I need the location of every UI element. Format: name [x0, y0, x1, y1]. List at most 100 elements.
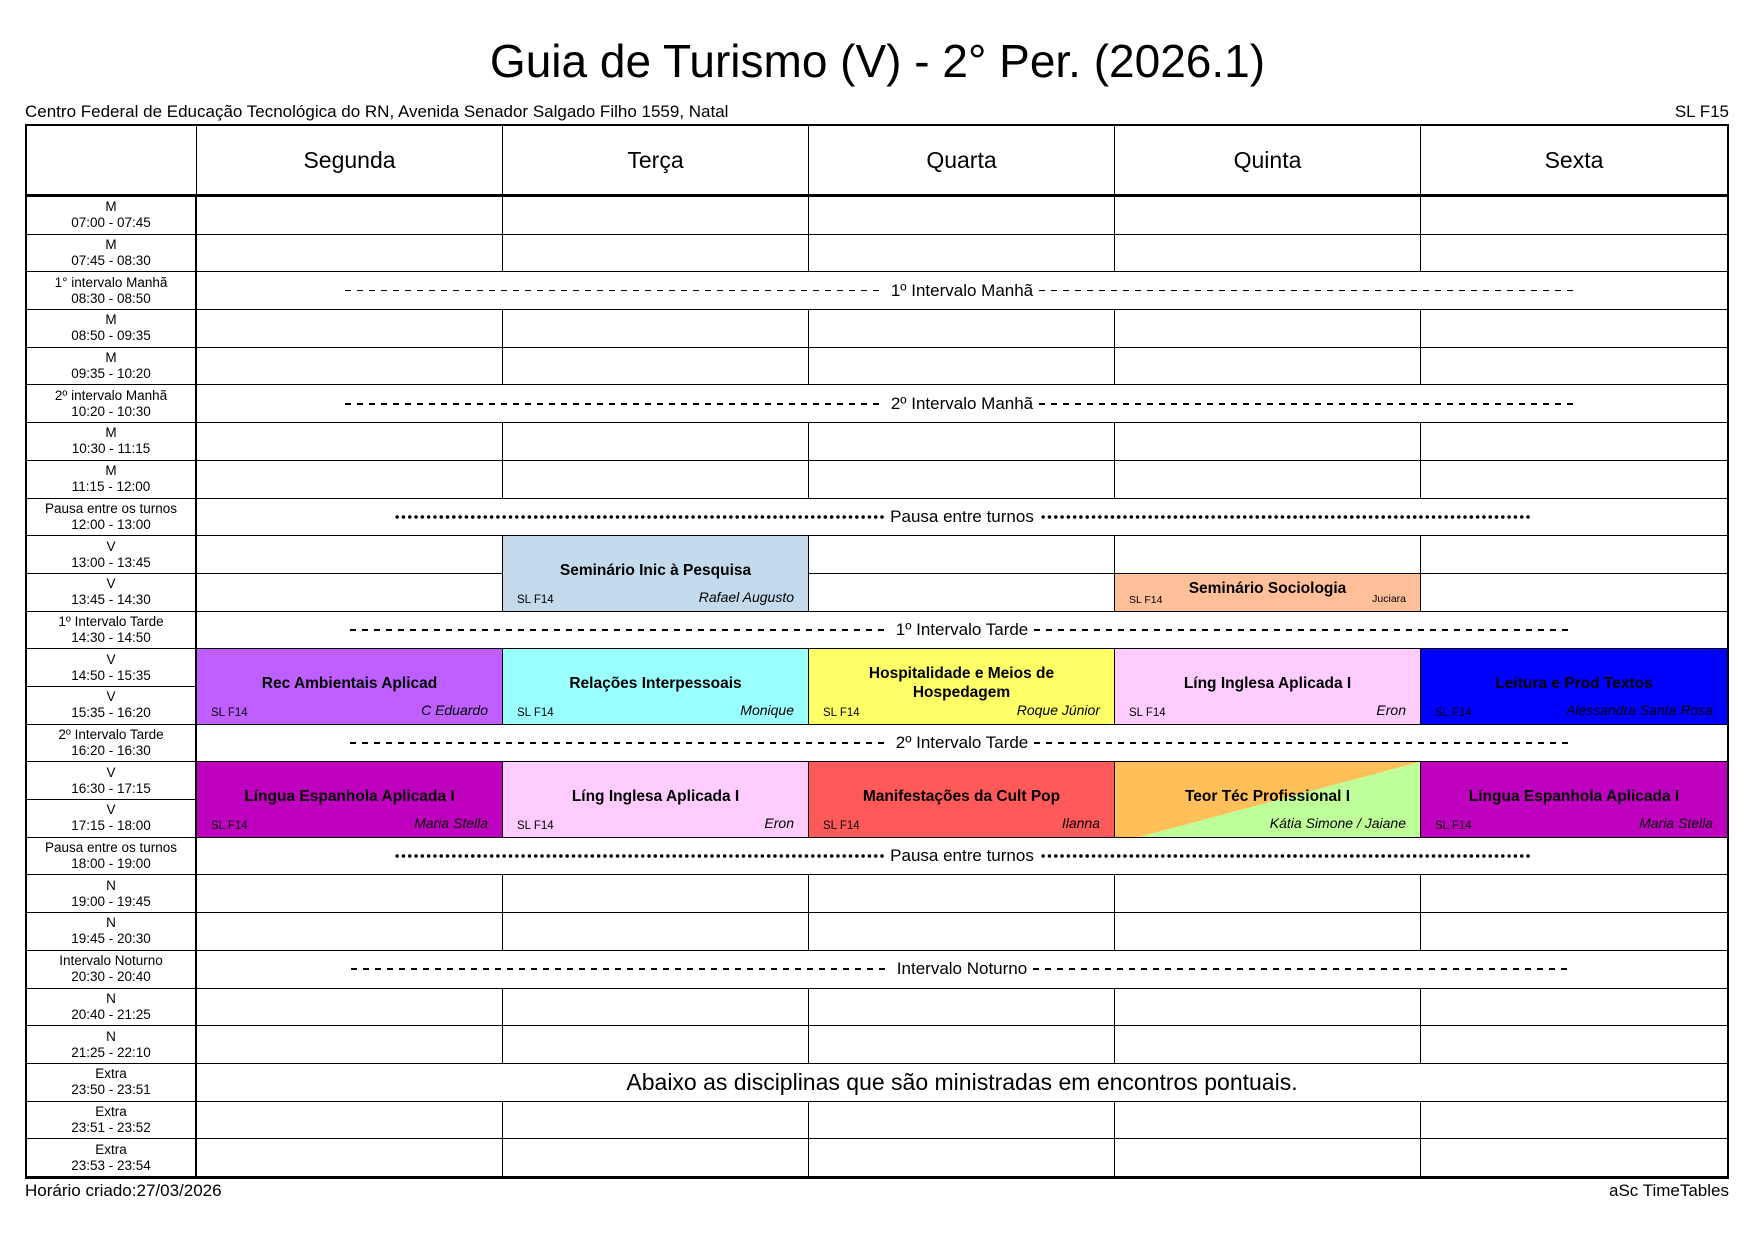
empty-slot[interactable]: [809, 197, 1115, 235]
lesson-card[interactable]: Leitura e Prod Textos SL F14 Alessandra Sa…: [1421, 649, 1727, 725]
break-line: [1034, 629, 1575, 631]
empty-slot[interactable]: [1421, 1139, 1727, 1177]
period-time: 08:30 - 08:50: [71, 290, 151, 306]
empty-slot[interactable]: [1421, 1026, 1727, 1064]
empty-slot[interactable]: [503, 1026, 809, 1064]
lesson-card[interactable]: Seminário Sociologia SL F14 Juciara: [1115, 573, 1421, 612]
lesson-room: SL F14: [1435, 706, 1472, 719]
empty-slot[interactable]: [197, 913, 503, 951]
empty-slot[interactable]: [1421, 574, 1727, 612]
period-time: 14:50 - 15:35: [71, 667, 151, 683]
empty-slot[interactable]: [197, 1026, 503, 1064]
break-label: Pausa entre turnos: [890, 846, 1034, 866]
empty-slot[interactable]: [809, 536, 1115, 574]
lesson-card[interactable]: Relações Interpessoais SL F14 Monique: [503, 649, 809, 725]
empty-slot[interactable]: [197, 536, 503, 574]
empty-slot[interactable]: [809, 573, 1115, 612]
empty-slot[interactable]: [809, 913, 1115, 951]
empty-slot[interactable]: [197, 1101, 503, 1140]
lesson-card[interactable]: Manifestações da Cult Pop SL F14 Ilanna: [809, 762, 1115, 838]
lesson-card[interactable]: Seminário Inic à Pesquisa SL F14 Rafael Au…: [503, 536, 809, 612]
empty-slot[interactable]: [503, 234, 809, 273]
empty-slot[interactable]: [1115, 234, 1421, 273]
period-time: 07:45 - 08:30: [71, 253, 151, 269]
empty-slot[interactable]: [503, 460, 809, 499]
empty-slot[interactable]: [197, 573, 503, 612]
empty-slot[interactable]: [809, 423, 1115, 461]
empty-slot[interactable]: [1115, 536, 1421, 574]
lesson-subject: Seminário Inic à Pesquisa: [559, 561, 752, 579]
lesson-card[interactable]: Teor Téc Profissional I Kátia Simone / Ja…: [1115, 762, 1421, 838]
empty-slot[interactable]: [503, 347, 809, 386]
empty-slot[interactable]: [1115, 310, 1421, 348]
empty-slot[interactable]: [809, 234, 1115, 273]
lesson-card[interactable]: Língua Espanhola Aplicada I SL F14 Maria S…: [197, 762, 503, 838]
period-time: 15:35 - 16:20: [71, 705, 151, 721]
empty-slot[interactable]: [503, 1101, 809, 1140]
empty-slot[interactable]: [503, 197, 809, 235]
empty-slot[interactable]: [197, 1139, 503, 1177]
empty-slot[interactable]: [809, 988, 1115, 1027]
empty-slot[interactable]: [1421, 875, 1727, 914]
empty-slot[interactable]: [197, 423, 503, 461]
empty-slot[interactable]: [809, 460, 1115, 499]
empty-slot[interactable]: [1115, 460, 1421, 499]
empty-slot[interactable]: [1115, 1026, 1421, 1064]
empty-slot[interactable]: [197, 460, 503, 499]
day-header-0: Segunda: [197, 126, 503, 197]
empty-slot[interactable]: [503, 1139, 809, 1177]
empty-slot[interactable]: [503, 988, 809, 1027]
period-name: M: [105, 425, 117, 441]
time-slot-label: V 13:00 - 13:45: [27, 536, 197, 574]
empty-slot[interactable]: [1115, 875, 1421, 914]
empty-slot[interactable]: [1421, 1102, 1727, 1140]
empty-slot[interactable]: [197, 988, 503, 1027]
break-row: 1º Intervalo Tarde: [197, 612, 1727, 650]
lesson-card[interactable]: Líng Inglesa Aplicada I SL F14 Eron: [1115, 649, 1421, 725]
empty-slot[interactable]: [1421, 461, 1727, 499]
empty-slot[interactable]: [809, 310, 1115, 348]
empty-slot[interactable]: [197, 234, 503, 273]
empty-slot[interactable]: [1115, 197, 1421, 235]
empty-slot[interactable]: [197, 875, 503, 914]
empty-slot[interactable]: [809, 1026, 1115, 1064]
break-label: 1º Intervalo Tarde: [895, 619, 1029, 639]
empty-slot[interactable]: [809, 347, 1115, 386]
empty-slot[interactable]: [503, 913, 809, 951]
empty-slot[interactable]: [1421, 913, 1727, 951]
empty-slot[interactable]: [1421, 348, 1727, 386]
empty-slot[interactable]: [1421, 989, 1727, 1027]
lesson-card[interactable]: Líng Inglesa Aplicada I SL F14 Eron: [503, 762, 809, 838]
empty-slot[interactable]: [1115, 1101, 1421, 1140]
empty-slot[interactable]: [1421, 423, 1727, 461]
empty-slot[interactable]: [809, 1101, 1115, 1140]
empty-slot[interactable]: [197, 310, 503, 348]
empty-slot[interactable]: [197, 347, 503, 386]
empty-slot[interactable]: [1115, 423, 1421, 461]
empty-slot[interactable]: [809, 875, 1115, 914]
empty-slot[interactable]: [1115, 913, 1421, 951]
break-row: Pausa entre turnos: [197, 838, 1727, 876]
period-time: 09:35 - 10:20: [71, 366, 151, 382]
time-slot-label: M 08:50 - 09:35: [27, 310, 197, 348]
lesson-card[interactable]: Língua Espanhola Aplicada I SL F14 Maria S…: [1421, 762, 1727, 838]
period-time: 11:15 - 12:00: [71, 479, 151, 495]
lesson-card[interactable]: Rec Ambientais Aplicad SL F14 C Eduardo: [197, 649, 503, 725]
break-label: 2º Intervalo Tarde: [895, 733, 1029, 753]
empty-slot[interactable]: [1115, 1139, 1421, 1177]
period-name: 2º Intervalo Tarde: [58, 727, 164, 743]
period-time: 10:20 - 10:30: [71, 403, 151, 419]
empty-slot[interactable]: [1421, 536, 1727, 574]
empty-slot[interactable]: [1421, 310, 1727, 348]
empty-slot[interactable]: [503, 875, 809, 914]
empty-slot[interactable]: [1115, 347, 1421, 386]
day-header-1: Terça: [503, 126, 809, 197]
empty-slot[interactable]: [197, 197, 503, 235]
empty-slot[interactable]: [1115, 988, 1421, 1027]
empty-slot[interactable]: [809, 1139, 1115, 1177]
empty-slot[interactable]: [1421, 197, 1727, 235]
empty-slot[interactable]: [503, 310, 809, 348]
lesson-card[interactable]: Hospitalidade e Meios de Hospedagem SL F1…: [809, 649, 1115, 725]
empty-slot[interactable]: [503, 423, 809, 461]
empty-slot[interactable]: [1421, 235, 1727, 273]
